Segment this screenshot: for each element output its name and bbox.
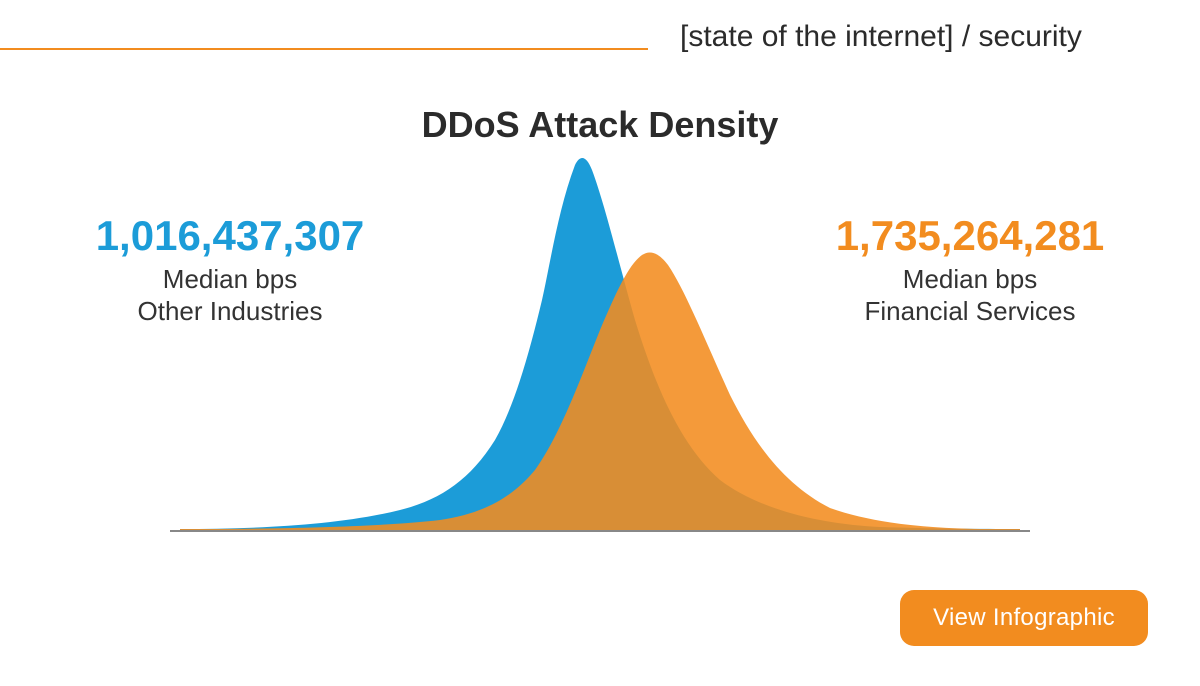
density-svg [180,150,1020,530]
density-chart [180,150,1020,530]
chart-baseline [170,530,1030,532]
header-rule [0,48,648,50]
view-infographic-button[interactable]: View Infographic [900,590,1148,646]
chart-title: DDoS Attack Density [0,104,1200,146]
header-title: [state of the internet] / security [680,20,1082,54]
